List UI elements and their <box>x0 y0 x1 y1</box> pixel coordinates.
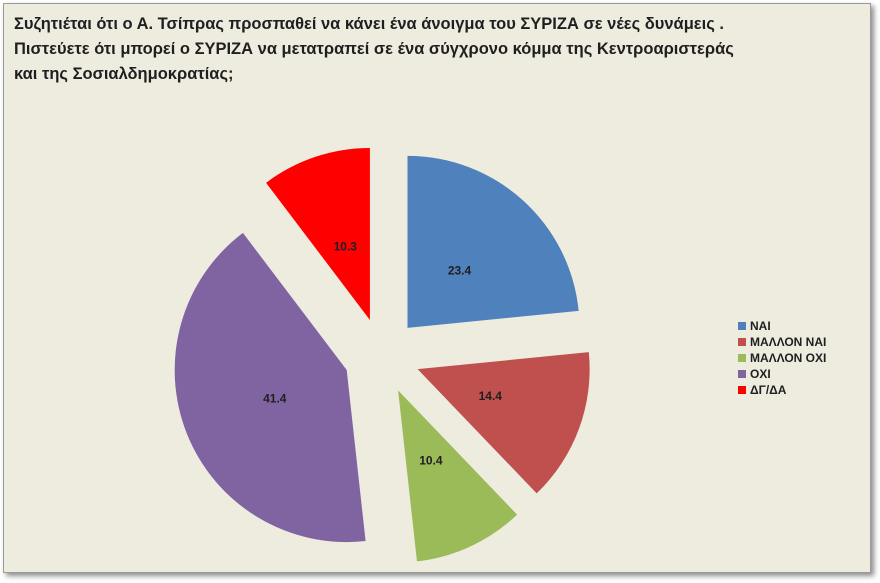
legend-label: ΜΑΛΛΟΝ ΟΧΙ <box>750 351 827 365</box>
legend-item-2: ΜΑΛΛΟΝ ΝΑΙ <box>738 334 826 350</box>
data-label-4: 41.4 <box>263 392 287 406</box>
data-label-2: 14.4 <box>479 389 503 403</box>
legend-label: ΔΓ/ΔΑ <box>750 383 787 397</box>
legend-label: ΟΧΙ <box>750 367 771 381</box>
data-label-5: 10.3 <box>334 240 358 254</box>
legend-item-4: ΟΧΙ <box>738 366 826 382</box>
pie-slice-1 <box>407 155 579 328</box>
title-line-3: και της Σοσιαλδημοκρατίας; <box>14 65 234 83</box>
chart-area: Συζητιέται ότι ο Α. Τσίπρας προσπαθεί να… <box>3 3 871 573</box>
data-label-3: 10.4 <box>419 454 443 468</box>
legend-swatch <box>738 322 746 330</box>
title-line-1: Συζητιέται ότι ο Α. Τσίπρας προσπαθεί να… <box>14 15 724 33</box>
legend-item-1: ΝΑΙ <box>738 318 826 334</box>
pie-slice-2 <box>417 352 590 494</box>
legend-item-5: ΔΓ/ΔΑ <box>738 382 826 398</box>
data-label-1: 23.4 <box>448 264 472 278</box>
pie-slice-3 <box>398 390 518 562</box>
legend-label: ΜΑΛΛΟΝ ΝΑΙ <box>750 335 827 349</box>
legend: ΝΑΙ ΜΑΛΛΟΝ ΝΑΙ ΜΑΛΛΟΝ ΟΧΙ ΟΧΙ ΔΓ/ΔΑ <box>738 318 826 398</box>
title-line-2: Πιστεύετε ότι μπορεί ο ΣΥΡΙΖΑ να μετατρα… <box>14 40 734 58</box>
legend-swatch <box>738 354 746 362</box>
legend-swatch <box>738 338 746 346</box>
legend-label: ΝΑΙ <box>750 319 771 333</box>
pie-slice-5 <box>266 147 370 320</box>
legend-swatch <box>738 386 746 394</box>
legend-item-3: ΜΑΛΛΟΝ ΟΧΙ <box>738 350 826 366</box>
pie-chart: 23.4 14.4 10.4 41.4 10.3 <box>174 147 590 562</box>
pie-slice-4 <box>174 232 366 543</box>
chart-title: Συζητιέται ότι ο Α. Τσίπρας προσπαθεί να… <box>14 12 854 87</box>
legend-swatch <box>738 370 746 378</box>
